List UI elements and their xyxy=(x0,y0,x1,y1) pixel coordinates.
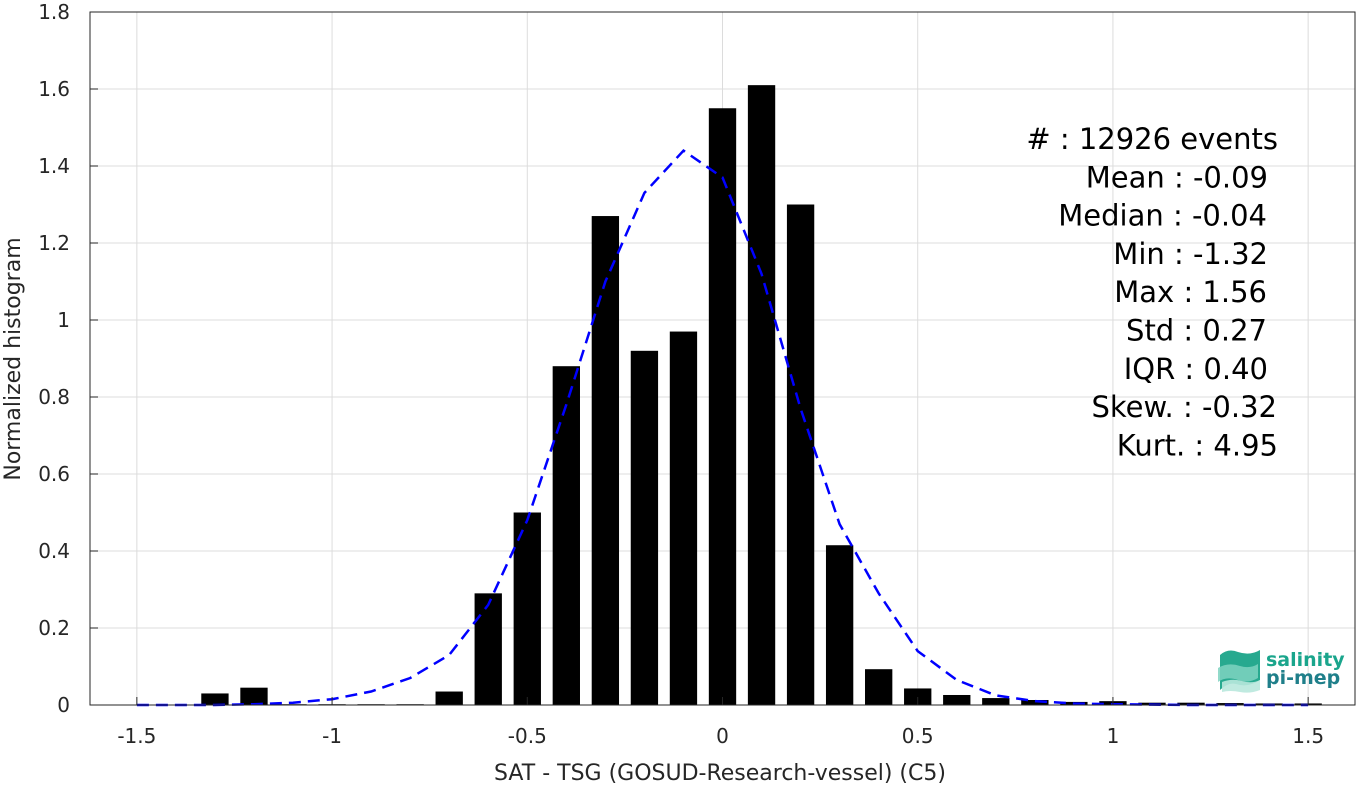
histogram-bar xyxy=(474,593,502,705)
histogram-bar xyxy=(1021,699,1049,705)
stat-line: Median : -0.04 xyxy=(1058,199,1267,233)
histogram-bar xyxy=(982,698,1010,705)
stat-line: # : 12926 events xyxy=(1026,122,1278,156)
y-tick-label: 1.8 xyxy=(38,0,70,24)
histogram-bars xyxy=(201,85,1322,706)
x-tick-label: 1 xyxy=(1107,724,1120,748)
logo-text-salinity: salinity xyxy=(1266,649,1345,671)
logo-text-pimep: pi-mep xyxy=(1266,667,1340,689)
y-tick-labels: 0 0.2 0.4 0.6 0.8 1 1.2 1.4 1.6 1.8 xyxy=(38,0,98,717)
histogram-bar xyxy=(201,693,229,705)
histogram-bar xyxy=(513,512,541,705)
stat-line: Kurt. : 4.95 xyxy=(1117,428,1278,462)
x-tick-labels: -1.5 -1 -0.5 0 0.5 1 1.5 xyxy=(117,697,1324,748)
x-tick-label: 0.5 xyxy=(902,724,934,748)
histogram-bar xyxy=(552,366,580,705)
stat-line: Std : 0.27 xyxy=(1126,314,1267,348)
y-tick-label: 0 xyxy=(57,693,70,717)
logo-wave-icon xyxy=(1218,650,1260,693)
histogram-bar xyxy=(943,694,971,705)
histogram-bar xyxy=(240,687,268,705)
stat-line: Mean : -0.09 xyxy=(1086,160,1268,194)
x-tick-label: 0 xyxy=(716,724,729,748)
histogram-bar xyxy=(435,691,463,705)
histogram-bar xyxy=(786,204,815,705)
stat-line: IQR : 0.40 xyxy=(1124,352,1268,386)
histogram-bar xyxy=(630,350,659,705)
histogram-bar xyxy=(708,108,737,705)
x-tick-label: -1.5 xyxy=(117,724,156,748)
histogram-bar xyxy=(669,331,698,705)
stat-line: Max : 1.56 xyxy=(1114,275,1267,309)
stat-line: Skew. : -0.32 xyxy=(1091,390,1277,424)
histogram-bar xyxy=(904,688,932,705)
histogram-bar xyxy=(865,669,893,705)
statistics-annotation: # : 12926 events Mean : -0.09 Median : -0.… xyxy=(1026,122,1278,462)
stat-line: Min : -1.32 xyxy=(1113,237,1268,271)
y-tick-label: 1.4 xyxy=(38,154,70,178)
histogram-bar xyxy=(591,216,620,706)
y-tick-label: 1.6 xyxy=(38,77,70,101)
y-tick-label: 0.8 xyxy=(38,385,70,409)
x-tick-label: 1.5 xyxy=(1292,724,1324,748)
y-tick-label: 0.6 xyxy=(38,462,70,486)
histogram-bar xyxy=(747,85,776,705)
y-tick-label: 0.4 xyxy=(38,539,70,563)
y-tick-label: 0.2 xyxy=(38,616,70,640)
y-tick-label: 1.2 xyxy=(38,231,70,255)
x-tick-label: -1 xyxy=(322,724,342,748)
salinity-pi-mep-logo: salinity pi-mep xyxy=(1218,649,1345,693)
x-tick-label: -0.5 xyxy=(508,724,547,748)
x-axis-title: SAT - TSG (GOSUD-Research-vessel) (C5) xyxy=(494,761,946,785)
histogram-bar xyxy=(825,545,854,705)
y-tick-label: 1 xyxy=(57,308,70,332)
y-axis-title: Normalized histogram xyxy=(1,237,26,480)
